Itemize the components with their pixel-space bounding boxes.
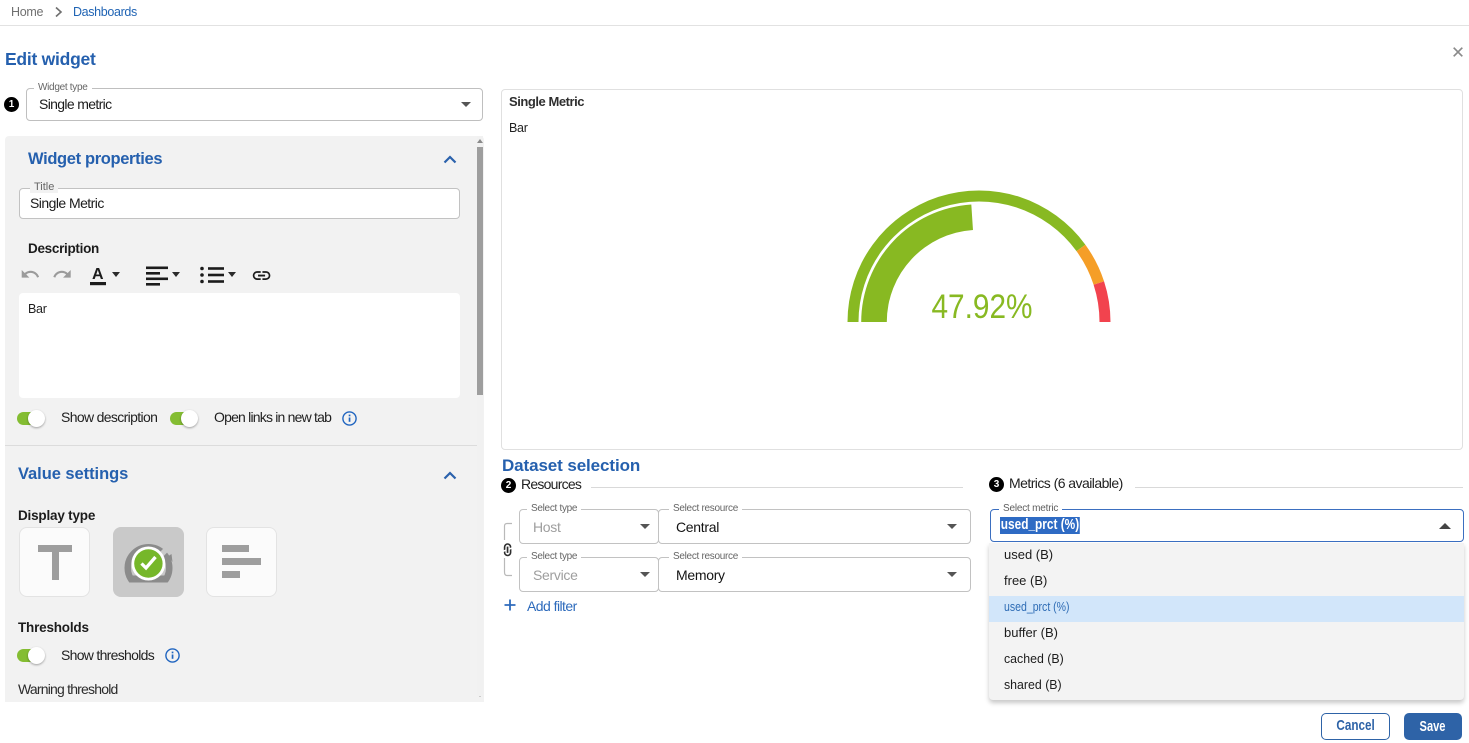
svg-text:47.92%: 47.92% (932, 288, 1033, 326)
svg-text:A: A (92, 266, 104, 283)
